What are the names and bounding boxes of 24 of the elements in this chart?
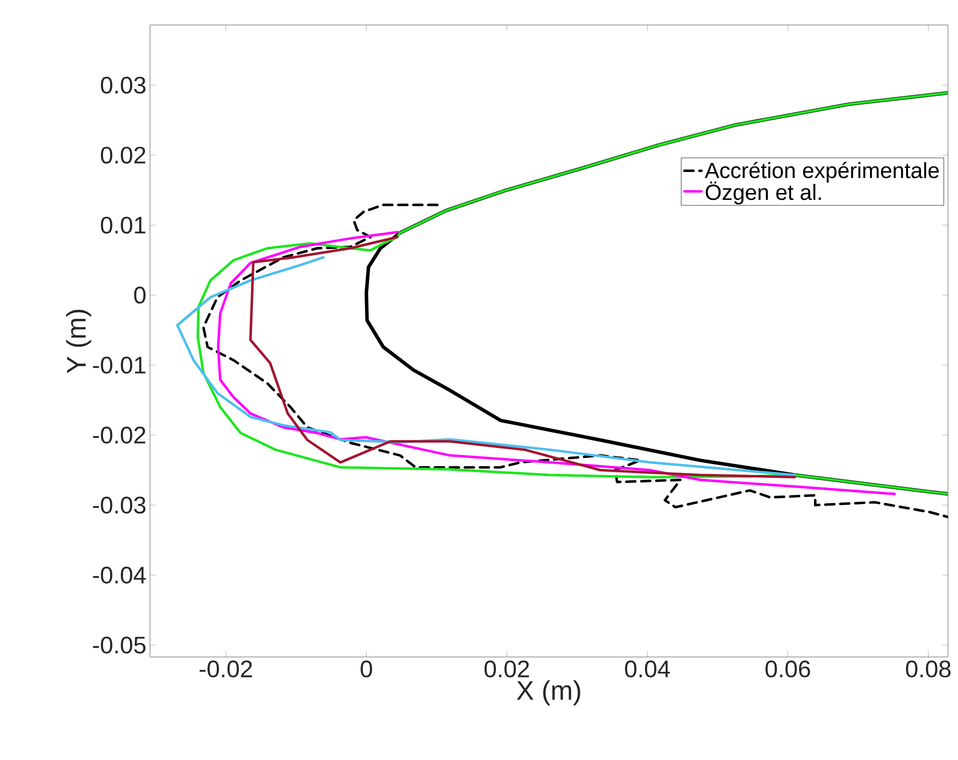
legend-label: Özgen et al. — [706, 182, 821, 204]
y-tick-label: 0.03 — [100, 76, 146, 94]
x-tick-label: 0 — [360, 660, 372, 678]
y-tick-label: 0.01 — [100, 216, 146, 234]
y-tick-label: -0.05 — [93, 636, 146, 654]
x-tick-label: 0.06 — [766, 660, 810, 678]
y-tick-label: -0.03 — [93, 496, 146, 514]
y-tick-label: -0.02 — [93, 426, 146, 444]
line-series — [216, 230, 896, 496]
y-tick-label: 0.02 — [100, 146, 146, 164]
line-series — [176, 256, 796, 476]
y-tick-label: 0 — [134, 286, 146, 304]
x-axis-title: X (m) — [516, 680, 580, 706]
line-series — [249, 236, 796, 478]
x-tick-label: -0.02 — [200, 660, 252, 678]
x-tick-label: 0.02 — [484, 660, 529, 678]
y-tick-label: -0.04 — [93, 566, 146, 584]
legend-label: Accrétion expérimentale — [704, 162, 939, 183]
y-tick-label: -0.01 — [93, 356, 146, 374]
line-series — [202, 204, 948, 518]
y-axis-title: Y (m) — [66, 310, 92, 374]
line-series — [196, 92, 948, 496]
x-tick-label: 0.08 — [906, 660, 951, 678]
x-tick-label: 0.04 — [625, 660, 670, 678]
